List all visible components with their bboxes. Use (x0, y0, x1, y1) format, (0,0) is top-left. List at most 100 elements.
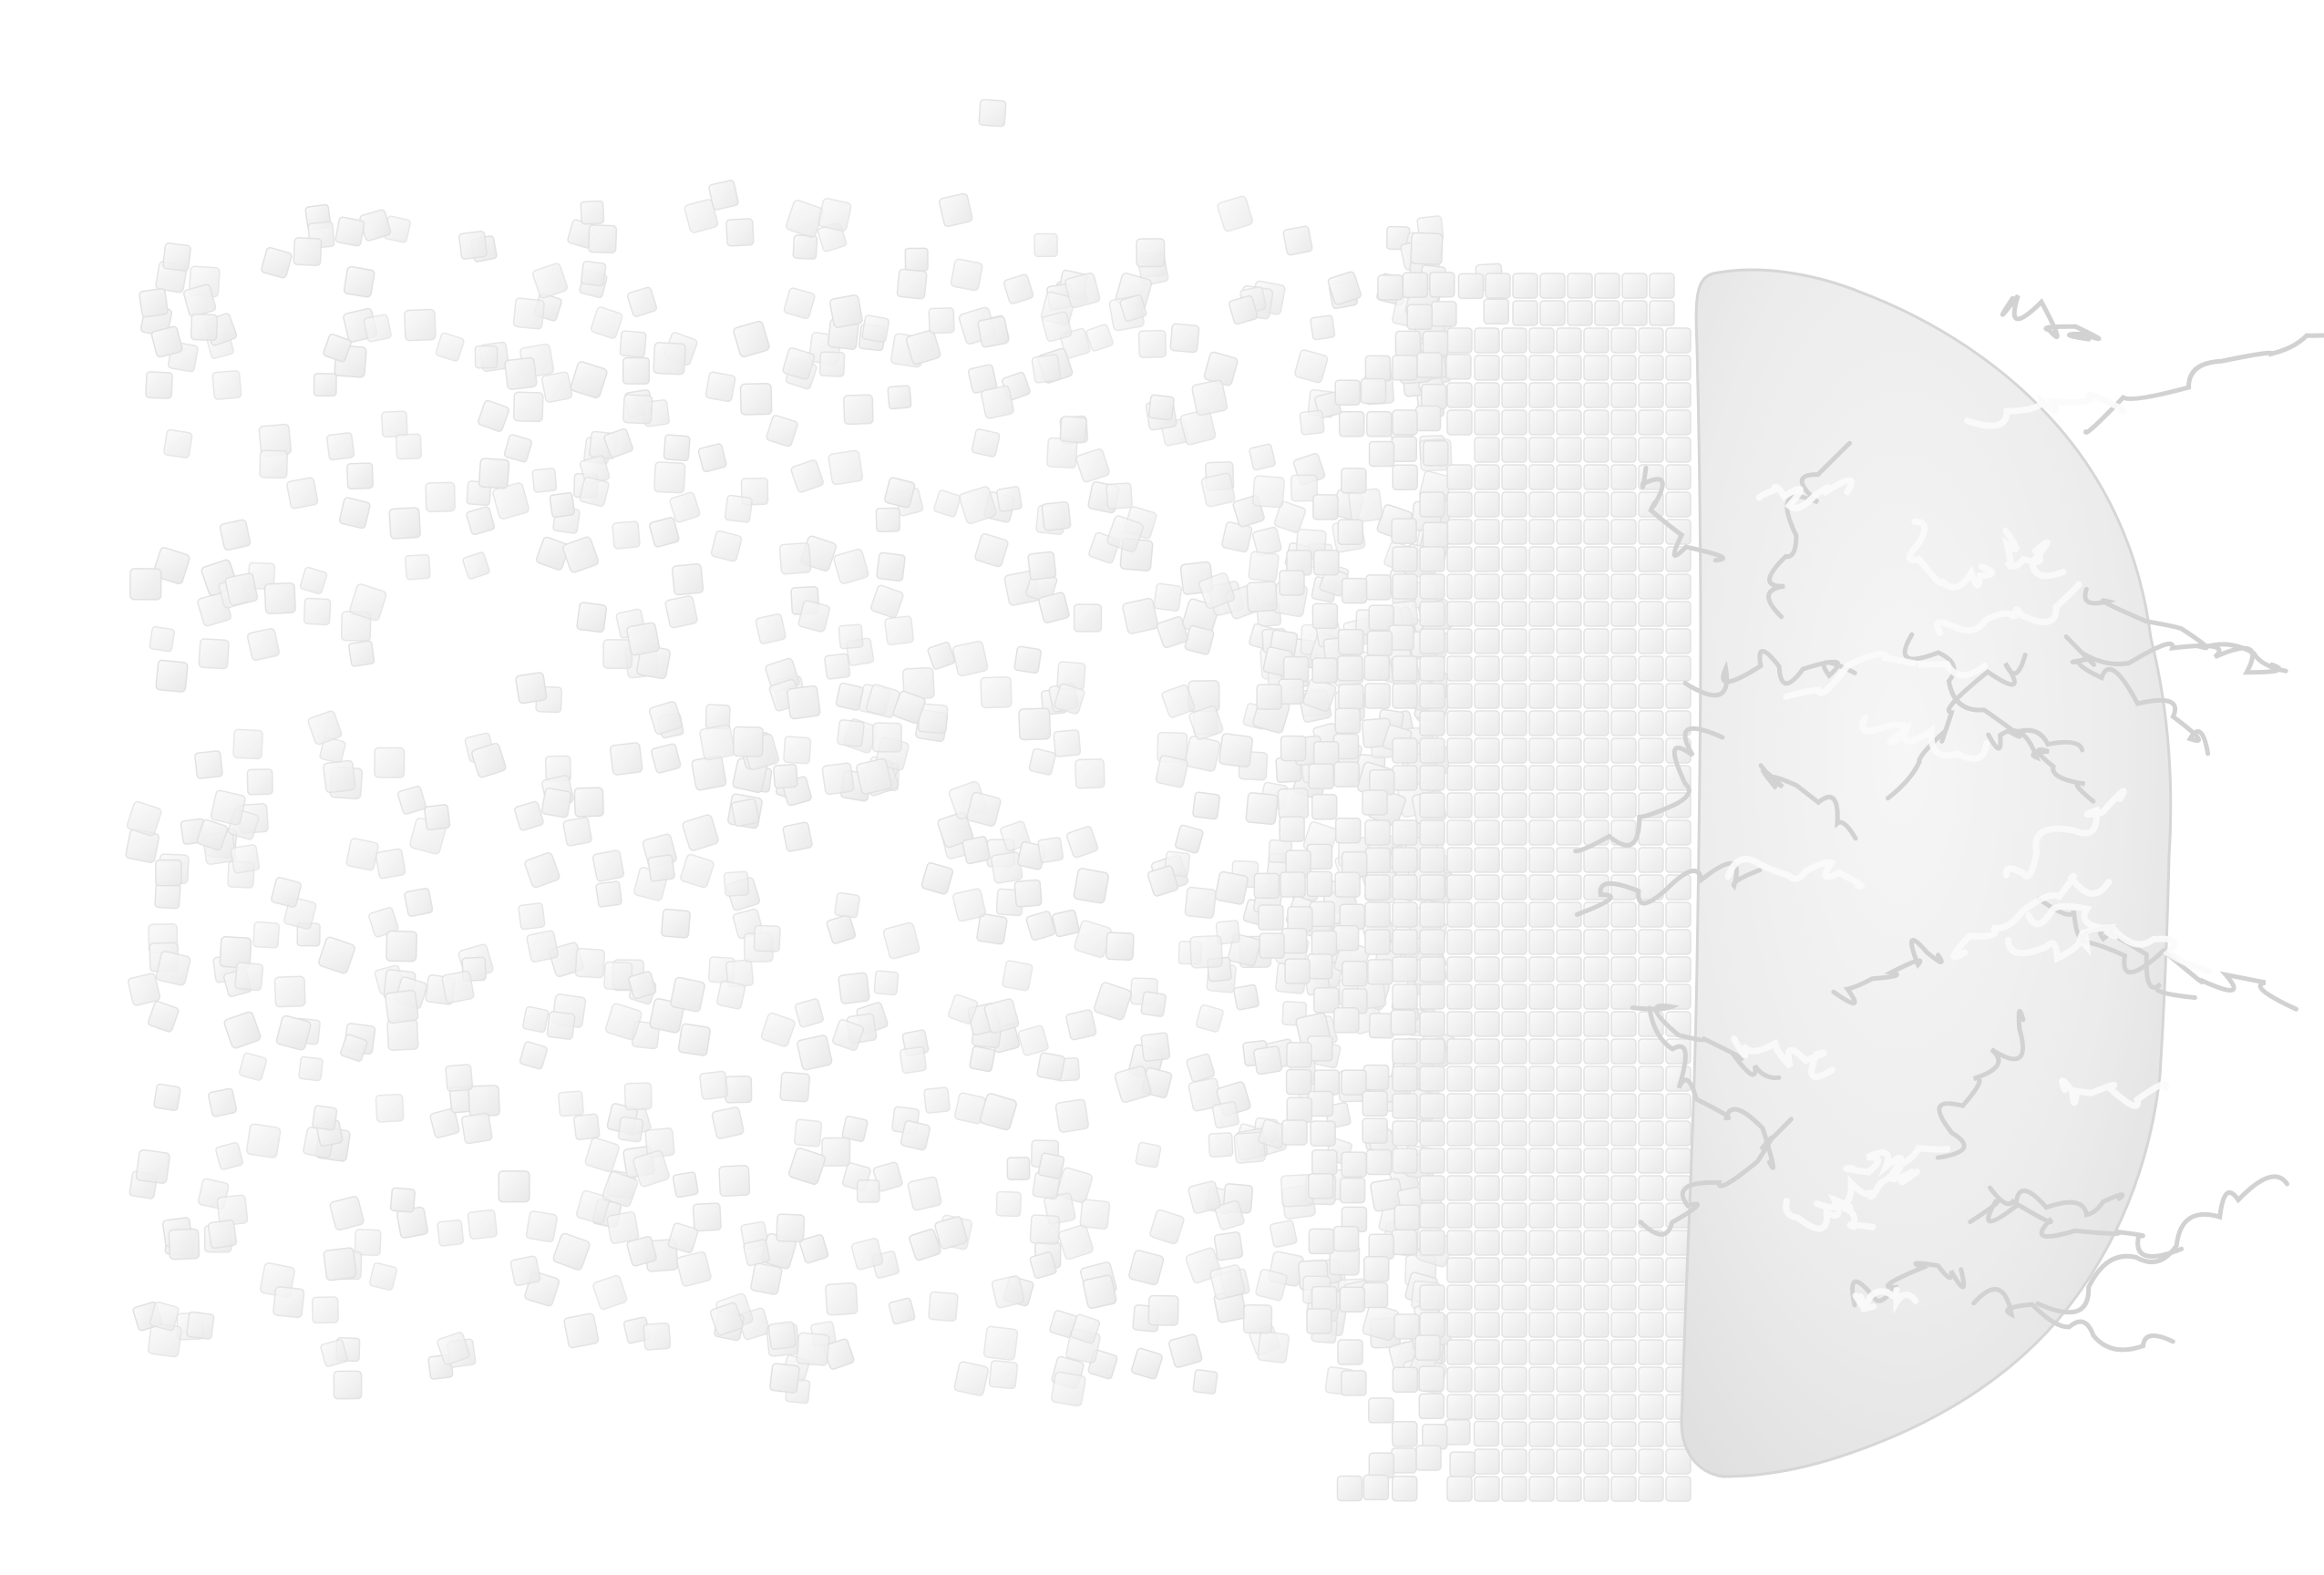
brain-highlight (1755, 477, 1855, 511)
particle-cube (632, 1149, 670, 1188)
voxel-cube (1665, 1476, 1692, 1502)
particle-cube (843, 394, 874, 426)
voxel-cube (1474, 1448, 1500, 1475)
particle-cube (1037, 837, 1064, 863)
particle-cube (1131, 1347, 1163, 1380)
voxel-cube (1446, 1339, 1473, 1365)
particle-cube (797, 600, 830, 633)
particle-cube (155, 659, 189, 693)
voxel-cube (1474, 327, 1500, 354)
particle-cube (1184, 624, 1215, 655)
voxel-cube (1638, 1312, 1664, 1338)
particle-cube (404, 887, 434, 917)
voxel-cube (1333, 761, 1360, 788)
particle-cube (828, 294, 863, 328)
voxel-cube (1638, 1120, 1664, 1147)
voxel-cube (1446, 1175, 1473, 1201)
voxel-cube (1474, 1148, 1500, 1174)
particle-cube (334, 216, 365, 247)
particle-cube (388, 507, 421, 540)
brain-fold (2000, 293, 2102, 342)
particle-cube (246, 768, 273, 796)
voxel-cube (1333, 1007, 1360, 1034)
brain-highlight (2004, 923, 2119, 963)
voxel-cube (1338, 684, 1364, 710)
voxel-cube (1610, 929, 1637, 955)
particle-cube (837, 719, 865, 747)
voxel-cube (1446, 409, 1473, 436)
voxel-cube (1501, 1312, 1527, 1338)
voxel-cube (1474, 737, 1500, 764)
brain-fold (1758, 763, 1858, 841)
voxel-cube (1311, 930, 1338, 957)
particle-cube (1064, 272, 1101, 309)
voxel-cube (1621, 300, 1648, 326)
particle-cube (725, 218, 755, 247)
particle-cube (354, 1229, 382, 1256)
voxel-cube (1446, 464, 1473, 490)
voxel-cube (1539, 300, 1566, 326)
particle-cube (259, 449, 288, 479)
particle-cube (1140, 991, 1167, 1017)
particle-cube (978, 98, 1007, 128)
particle-cube (1059, 415, 1087, 444)
particle-cube (592, 1274, 628, 1310)
voxel-cube (1583, 327, 1609, 354)
voxel-cube (1392, 655, 1418, 682)
particle-cube (1149, 1209, 1185, 1245)
voxel-cube (1307, 953, 1333, 980)
voxel-cube (1665, 683, 1692, 709)
particle-cube (1029, 1251, 1057, 1280)
brain-outline (1680, 268, 2173, 1478)
voxel-cube (1501, 819, 1527, 846)
voxel-cube (1528, 1148, 1555, 1174)
particle-cube (798, 1233, 829, 1264)
voxel-cube (1377, 274, 1404, 301)
particle-cube (995, 1190, 1022, 1218)
voxel-cube (1334, 379, 1361, 406)
voxel-cube (1501, 1011, 1527, 1037)
particle-cube (1242, 1304, 1273, 1334)
voxel-cube (1501, 1065, 1527, 1092)
voxel-cube (1638, 710, 1664, 736)
particle-cube (477, 399, 509, 432)
brain-folds (1573, 293, 2324, 1353)
particle-cube (1249, 443, 1276, 471)
particle-cube (995, 486, 1023, 512)
particle-cube (1025, 911, 1056, 942)
particle-cube (155, 951, 191, 986)
voxel-cube (1583, 409, 1609, 436)
voxel-cube (1474, 1366, 1500, 1393)
voxel-cube (1610, 1202, 1637, 1229)
particle-cube (1219, 733, 1254, 768)
voxel-cube (1539, 273, 1566, 299)
voxel-cube (1610, 847, 1637, 873)
particle-cube (1410, 232, 1444, 265)
voxel-cube (1280, 927, 1308, 954)
voxel-cube (1446, 929, 1473, 955)
particle-cube (1215, 920, 1240, 945)
voxel-cube (1556, 1065, 1582, 1092)
voxel-cube (1556, 765, 1582, 791)
voxel-cube (1473, 1420, 1500, 1447)
voxel-cube (1610, 956, 1637, 983)
voxel-cube (1610, 573, 1637, 600)
voxel-cube (1583, 1394, 1609, 1420)
voxel-cube (1392, 355, 1418, 381)
voxel-cube (1501, 874, 1527, 901)
particle-cube (1065, 826, 1099, 859)
particle-cube (303, 597, 332, 626)
particle-cube (884, 477, 916, 509)
particle-cube (474, 345, 499, 369)
particle-cube (478, 458, 510, 489)
particle-cube (680, 853, 715, 889)
voxel-cube (1474, 1175, 1500, 1201)
voxel-cube (1365, 574, 1392, 601)
voxel-cube (1583, 1230, 1609, 1256)
particle-cube (1140, 1032, 1171, 1063)
voxel-cube (1446, 765, 1473, 791)
particle-cube (649, 517, 680, 548)
voxel-cube (1446, 1230, 1473, 1256)
particle-cube (441, 970, 475, 1004)
particle-cube (458, 231, 488, 260)
